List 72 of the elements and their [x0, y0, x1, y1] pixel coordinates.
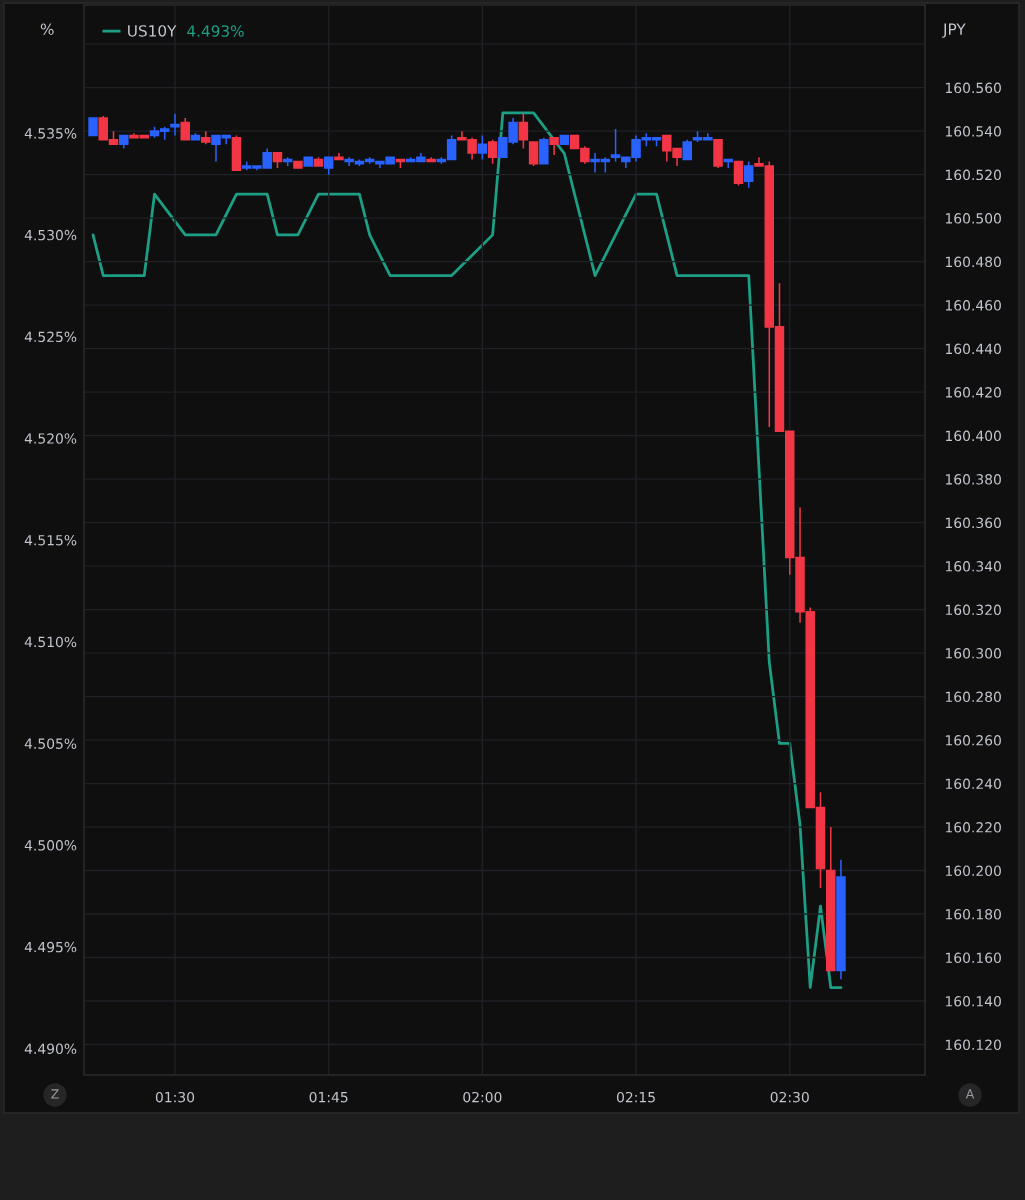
y-tick-label: 160.140 [945, 996, 1001, 1007]
y-tick-label: 160.240 [945, 778, 1001, 790]
y-tick-label: 160.460 [945, 300, 1001, 311]
y2-tick-label: 4.495% [24, 941, 77, 953]
y2-tick-label: 4.510% [24, 636, 77, 648]
y-tick-label: 160.300 [945, 648, 1001, 659]
candlestick [88, 117, 98, 137]
x-tick-label: 01:45 [309, 1091, 348, 1103]
candlestick [334, 152, 344, 161]
candlestick [200, 130, 211, 145]
x-tick-label: 02:15 [616, 1091, 655, 1103]
candlestick [180, 117, 190, 141]
candlestick [713, 139, 723, 169]
y-tick-label: 160.500 [945, 213, 1001, 224]
candlestick [293, 160, 303, 169]
candlestick [323, 156, 334, 176]
y-axis-title: JPY [942, 23, 966, 38]
y-tick-label: 160.380 [945, 474, 1001, 485]
candlestick [303, 156, 313, 167]
legend-label: US10Y [128, 25, 177, 37]
y-tick-label: 160.120 [945, 1039, 1001, 1051]
candlestick [190, 132, 201, 141]
y2-tick-label: 4.515% [24, 534, 77, 546]
candlestick [826, 826, 836, 972]
y2-tick-label: 4.520% [24, 433, 77, 444]
y-tick-label: 160.220 [945, 822, 1001, 833]
y2-tick-label: 4.505% [24, 738, 77, 749]
y-tick-label: 160.200 [945, 865, 1001, 877]
y-tick-label: 160.260 [945, 735, 1001, 746]
x-tick-label: 02:00 [463, 1091, 502, 1103]
candlestick [539, 136, 549, 165]
y2-tick-label: 4.535% [24, 128, 77, 139]
y-tick-label: 160.280 [945, 691, 1001, 703]
annotation: 4.493% [187, 25, 244, 37]
y2-tick-label: 4.500% [24, 840, 77, 851]
y2-axis-title: % [40, 23, 54, 35]
y-tick-label: 160.320 [945, 604, 1001, 616]
y-tick-label: 160.180 [945, 909, 1001, 920]
candlestick [231, 134, 242, 172]
y-tick-label: 160.360 [945, 517, 1001, 529]
candlestick [119, 134, 129, 150]
y-tick-label: 160.420 [945, 387, 1001, 398]
x-tick-label: 02:30 [770, 1091, 809, 1103]
candlestick [272, 152, 283, 169]
candlestick [426, 156, 436, 163]
y-tick-label: 160.400 [945, 430, 1001, 442]
candlestick [477, 134, 488, 161]
candlestick [487, 139, 498, 165]
candlestick [518, 112, 529, 150]
y2-tick-label: 4.525% [24, 331, 77, 343]
y-tick-label: 160.480 [945, 256, 1001, 268]
y2-tick-label: 4.490% [24, 1043, 77, 1055]
candlestick [682, 139, 693, 161]
y-tick-label: 160.440 [945, 343, 1001, 355]
candlestick [313, 156, 324, 167]
candlestick [549, 136, 559, 156]
y-tick-label: 160.520 [945, 169, 1001, 181]
candlestick [744, 160, 754, 189]
y-tick-label: 160.160 [945, 952, 1001, 964]
candlestick [836, 858, 846, 981]
x-tick-label: 01:30 [155, 1091, 195, 1103]
candlestick [528, 141, 539, 167]
y-tick-label: 160.560 [945, 82, 1001, 94]
y2-tick-label: 4.530% [24, 229, 77, 241]
text: Z [51, 1089, 59, 1099]
y-tick-label: 160.340 [945, 561, 1001, 572]
candlestick [559, 134, 570, 145]
text: A [965, 1089, 975, 1099]
candlestick [170, 112, 180, 137]
line-series [91, 111, 843, 989]
y-tick-label: 160.540 [945, 126, 1001, 137]
candlestick [733, 160, 744, 187]
